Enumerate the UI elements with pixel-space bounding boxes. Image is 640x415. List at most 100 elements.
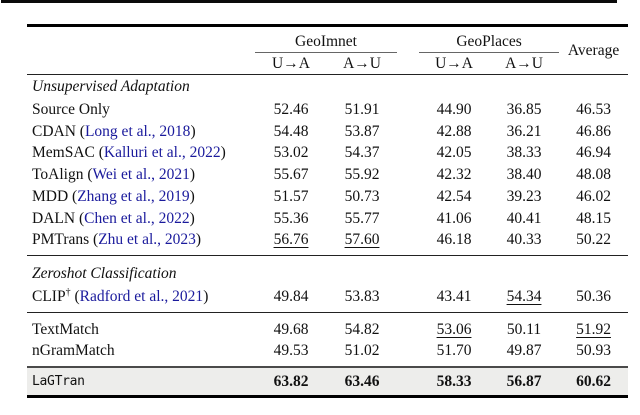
value-cell: 53.06 (419, 311, 490, 341)
table-row: MDD (Zhang et al., 2019) 51.57 50.73 42.54 3… (27, 186, 628, 208)
value-cell: 42.05 (436, 144, 472, 162)
subcol-geoplaces-au: A→U (489, 52, 560, 75)
value-cell: 46.94 (576, 144, 611, 162)
method-cell: CLIP† (Radford et al., 2021) (32, 286, 209, 305)
method-name: TextMatch (32, 320, 99, 338)
citation-link[interactable]: Zhang et al., 2019 (77, 187, 190, 205)
value-cell: 42.32 (436, 166, 472, 184)
method-cell: TextMatch (27, 311, 255, 341)
method-name: DALN (32, 209, 76, 227)
value-cell: 50.36 (576, 287, 611, 305)
method-cell: MDD (Zhang et al., 2019) (32, 187, 195, 205)
subcol-geoplaces-ua: U→A (419, 52, 490, 75)
value-cell: 55.92 (344, 166, 380, 184)
col-average: Average (559, 25, 629, 75)
value-cell: 50.73 (344, 187, 380, 205)
value-cell: 50.22 (576, 231, 611, 249)
value-cell: 53.83 (344, 287, 380, 305)
citation-link[interactable]: Kalluri et al., 2022 (103, 144, 221, 162)
value-cell: 39.23 (506, 187, 542, 205)
method-cell: PMTrans (Zhu et al., 2023) (32, 231, 202, 249)
table-row: ToAlign (Wei et al., 2021) 55.67 55.92 42.3… (27, 164, 628, 186)
value-cell: 46.53 (576, 101, 611, 119)
value-cell: 54.34 (489, 286, 559, 312)
value-cell: 49.53 (273, 342, 309, 360)
value-cell: 49.84 (273, 287, 309, 305)
underlined-value: 57.60 (344, 231, 380, 249)
value-cell: 60.62 (559, 365, 629, 398)
value-cell: 56.87 (489, 365, 560, 398)
method-cell: Source Only (27, 99, 255, 121)
value-cell: 57.60 (327, 229, 397, 255)
value-cell: 54.82 (327, 311, 398, 341)
column-gap (397, 164, 419, 186)
column-gap (397, 99, 419, 121)
table-row: nGramMatch 49.53 51.02 51.70 49.87 50.93 (27, 340, 628, 367)
value-cell: 55.67 (273, 166, 309, 184)
underlined-value: 54.34 (506, 287, 542, 305)
column-gap (397, 121, 419, 143)
citation-link[interactable]: Zhu et al., 2023 (98, 231, 196, 249)
empty-header-cell (27, 26, 255, 53)
subcol-header-row: U→A A→U U→A A→U (27, 52, 628, 75)
value-cell: 36.21 (506, 122, 542, 140)
method-name: Source Only (32, 101, 110, 119)
method-cell: ToAlign (Wei et al., 2021) (32, 166, 195, 184)
column-gap (397, 311, 420, 341)
method-cell: LaGTran (27, 365, 255, 398)
value-cell: 49.68 (255, 311, 327, 341)
results-table: GeoImnet GeoPlaces Average U→A A→U U→A A… (27, 24, 629, 398)
value-cell: 55.36 (273, 209, 309, 227)
value-cell: 36.85 (506, 101, 542, 119)
method-name: MemSAC (32, 144, 95, 162)
subcol-geoimnet-au: A→U (327, 52, 398, 75)
value-cell: 53.02 (273, 144, 309, 162)
underlined-value: 56.76 (273, 231, 309, 249)
value-cell: 48.15 (576, 209, 611, 227)
value-cell: 48.08 (576, 166, 611, 184)
value-cell: 40.41 (506, 209, 542, 227)
column-gap (397, 142, 419, 164)
value-cell: 50.93 (576, 342, 611, 360)
column-gap (397, 229, 419, 255)
empty-header-cell (27, 52, 255, 75)
value-cell: 54.48 (273, 122, 309, 140)
method-cell: MemSAC (Kalluri et al., 2022) (32, 144, 226, 162)
section-title: Zeroshot Classification (27, 254, 629, 286)
citation-link[interactable]: Chen et al., 2022 (84, 209, 190, 227)
dagger-mark: † (65, 286, 71, 298)
value-cell: 51.70 (436, 342, 472, 360)
method-cell: DALN (Chen et al., 2022) (32, 209, 195, 227)
value-cell: 52.46 (273, 101, 309, 119)
method-cell: nGramMatch (27, 340, 255, 367)
table-header: GeoImnet GeoPlaces Average U→A A→U U→A A… (27, 25, 629, 75)
value-cell: 49.87 (506, 342, 542, 360)
citation-link[interactable]: Wei et al., 2021 (92, 166, 190, 184)
column-gap (397, 365, 420, 398)
col-group-geoimnet: GeoImnet (255, 25, 398, 53)
value-cell: 63.82 (255, 365, 327, 398)
column-gap (397, 26, 419, 53)
method-name: PMTrans (32, 231, 90, 249)
value-cell: 44.90 (436, 101, 472, 119)
subcol-geoimnet-ua: U→A (255, 52, 327, 75)
figure-divider-band (1, 0, 617, 3)
underlined-value: 51.92 (576, 320, 611, 338)
citation-link[interactable]: Long et al., 2018 (84, 122, 191, 140)
value-cell: 42.54 (436, 187, 472, 205)
table-row: PMTrans (Zhu et al., 2023) 56.76 57.60 46.1… (27, 229, 628, 255)
value-cell: 40.33 (506, 231, 542, 249)
value-cell: 51.92 (559, 311, 629, 341)
value-cell: 51.57 (273, 187, 309, 205)
method-name: MDD (32, 187, 69, 205)
col-group-geoplaces: GeoPlaces (419, 25, 560, 53)
group-header-row: GeoImnet GeoPlaces Average (27, 25, 629, 75)
citation-link[interactable]: Radford et al., 2021 (79, 287, 204, 305)
section-title: Unsupervised Adaptation (32, 78, 190, 96)
method-cell: CDAN (Long et al., 2018) (32, 122, 196, 140)
column-gap (397, 52, 420, 75)
value-cell: 38.40 (506, 166, 542, 184)
table-row: CLIP† (Radford et al., 2021) 49.84 53.83 43… (27, 286, 628, 312)
value-cell: 51.02 (344, 342, 380, 360)
column-gap (397, 207, 419, 229)
